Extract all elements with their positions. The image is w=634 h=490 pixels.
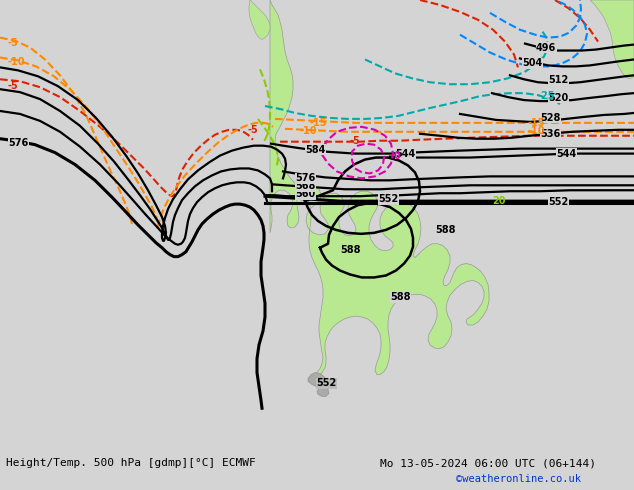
Text: 544: 544 — [395, 148, 415, 159]
Text: 588: 588 — [390, 292, 410, 302]
Text: 536: 536 — [540, 129, 560, 139]
Text: 584: 584 — [305, 145, 325, 155]
Text: 560: 560 — [295, 189, 315, 199]
Text: 544: 544 — [556, 148, 576, 159]
Text: -5: -5 — [8, 38, 19, 48]
Polygon shape — [270, 0, 489, 378]
Text: -25: -25 — [538, 91, 555, 101]
Text: -10: -10 — [528, 126, 545, 136]
Text: 552: 552 — [378, 194, 398, 204]
Text: 0: 0 — [393, 150, 400, 161]
Text: -15: -15 — [528, 118, 545, 128]
Text: 588: 588 — [340, 245, 361, 255]
Text: 588: 588 — [435, 225, 455, 235]
Text: 528: 528 — [540, 113, 560, 123]
Text: 568: 568 — [295, 181, 315, 191]
Text: 552: 552 — [548, 197, 568, 207]
Polygon shape — [317, 388, 329, 396]
Text: -10: -10 — [300, 126, 318, 136]
Text: 576: 576 — [295, 173, 315, 183]
Text: 520: 520 — [548, 93, 568, 103]
Text: 576: 576 — [8, 138, 29, 147]
Text: -15: -15 — [310, 118, 328, 128]
Polygon shape — [308, 372, 326, 387]
Text: 552: 552 — [316, 378, 336, 389]
Polygon shape — [590, 0, 634, 78]
Text: -5: -5 — [8, 81, 19, 91]
Text: 20: 20 — [492, 196, 505, 206]
Text: 504: 504 — [522, 58, 542, 69]
Text: Height/Temp. 500 hPa [gdmp][°C] ECMWF: Height/Temp. 500 hPa [gdmp][°C] ECMWF — [6, 458, 256, 468]
Text: -5: -5 — [350, 136, 361, 146]
Polygon shape — [249, 0, 270, 40]
Text: ©weatheronline.co.uk: ©weatheronline.co.uk — [456, 474, 581, 484]
Text: -10: -10 — [8, 57, 25, 68]
Text: Mo 13-05-2024 06:00 UTC (06+144): Mo 13-05-2024 06:00 UTC (06+144) — [380, 458, 597, 468]
Text: 496: 496 — [536, 43, 556, 52]
Text: -5: -5 — [248, 125, 259, 135]
Text: 512: 512 — [548, 75, 568, 85]
